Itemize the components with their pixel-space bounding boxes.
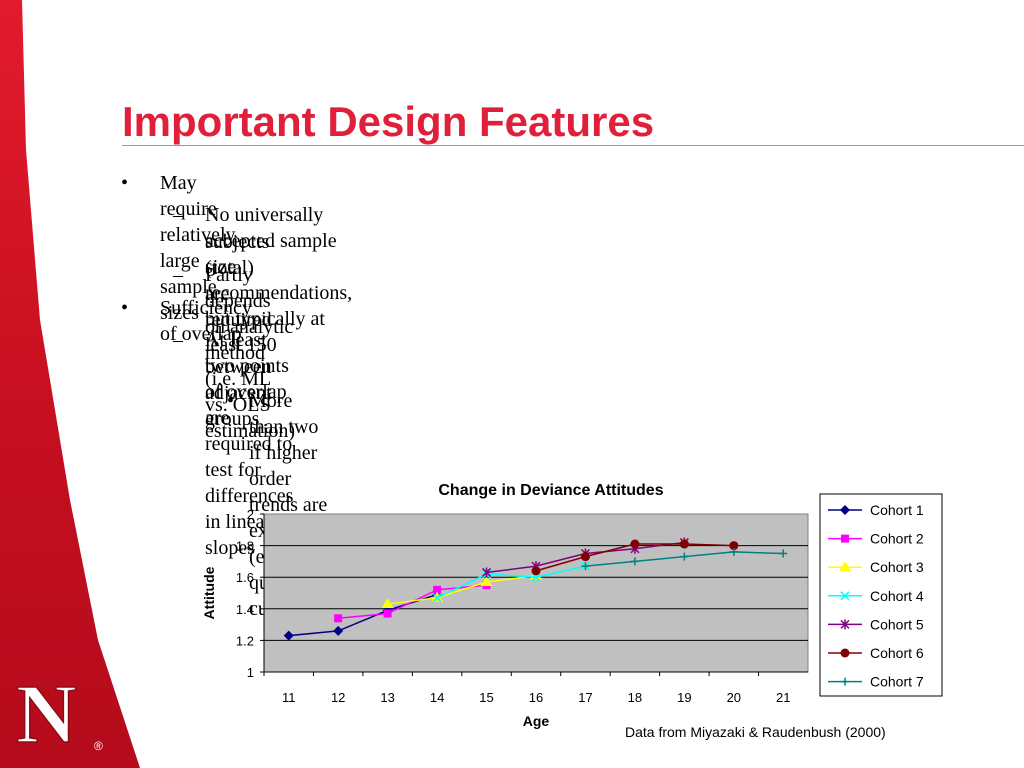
x-axis-title: Age: [523, 713, 550, 729]
legend-marker: [840, 648, 850, 658]
legend-label: Cohort 4: [870, 588, 924, 604]
legend-label: Cohort 2: [870, 531, 924, 547]
sub-bullet-marker: –: [173, 264, 183, 286]
title-divider: [122, 145, 1024, 146]
data-point-cohort-6: [531, 566, 541, 576]
sub-bullet-text: At least two points of overlap are requi…: [205, 329, 294, 559]
series-line-cohort-4: [436, 565, 586, 599]
data-point-cohort-6: [729, 541, 739, 551]
x-tick-label: 15: [479, 690, 493, 705]
data-point-cohort-7: [581, 562, 590, 571]
series-line-cohort-2: [338, 584, 487, 620]
x-tick-label: 17: [578, 690, 592, 705]
x-tick-label: 21: [776, 690, 790, 705]
x-tick-label: 11: [282, 690, 296, 705]
registered-mark-icon: ®: [94, 739, 103, 753]
chart-title: Change in Deviance Attitudes: [438, 482, 663, 499]
y-tick-label: 1: [247, 665, 254, 680]
data-point-cohort-6: [580, 552, 590, 562]
y-tick-label: 1.6: [236, 570, 254, 585]
slide-title: Important Design Features: [122, 98, 655, 145]
data-point-cohort-4: [432, 593, 442, 603]
data-point-cohort-2: [334, 614, 343, 623]
x-tick-label: 12: [331, 690, 345, 705]
legend-marker: [841, 677, 849, 686]
data-point-cohort-5: [482, 567, 492, 578]
y-tick-label: 1.2: [236, 633, 254, 648]
bullet-marker: •: [121, 297, 129, 319]
sub-bullet-marker: –: [173, 329, 183, 351]
y-tick-label: 1.4: [236, 602, 254, 617]
x-tick-label: 20: [727, 690, 741, 705]
data-point-cohort-6: [679, 539, 689, 549]
bullet-marker: •: [121, 172, 129, 194]
legend-label: Cohort 3: [870, 559, 924, 575]
sub-bullet-marker: –: [173, 204, 183, 226]
bullet-text: Sufficiency of overlap: [160, 297, 252, 345]
sub-bullet-text-continued: between adjacent groups: [205, 356, 272, 430]
left-red-band: [0, 0, 160, 768]
data-point-cohort-2: [383, 609, 392, 618]
legend-label: Cohort 5: [870, 616, 924, 632]
legend-label: Cohort 6: [870, 645, 924, 661]
sub-bullet-text: Partly depends on analytic method (i.e. …: [205, 264, 295, 442]
x-tick-label: 14: [430, 690, 444, 705]
data-point-cohort-1: [333, 625, 344, 636]
chart-svg: Change in Deviance Attitudes 1 1.2 1.4 1.6 1.…: [201, 482, 943, 729]
logo-letter: N: [16, 670, 77, 754]
sub-sub-bullet-marker: •: [227, 390, 235, 412]
legend-box: [819, 493, 943, 697]
y-tick-label: 2: [247, 507, 254, 522]
x-tick-label: 18: [628, 690, 642, 705]
legend-marker: [839, 561, 851, 572]
data-point-cohort-2: [433, 585, 442, 594]
sub-bullet-text-continued: subjects (total) are required: [205, 231, 272, 331]
plot-area: [263, 513, 809, 673]
sub-bullet-text: No universally accepted sample size reco…: [205, 204, 353, 356]
source-note: Data from Miyazaki & Raudenbush (2000): [625, 724, 886, 740]
legend-marker: [840, 619, 850, 630]
legend-marker: [841, 534, 849, 543]
legend-marker: [840, 591, 850, 601]
data-point-cohort-7: [729, 547, 738, 556]
bullet-text: May require relatively large sample size…: [160, 172, 236, 324]
legend-marker: [840, 505, 850, 515]
data-point-cohort-7: [779, 549, 788, 558]
x-tick-label: 19: [677, 690, 691, 705]
x-tick-label: 16: [529, 690, 543, 705]
y-tick-label: 1.8: [236, 539, 254, 554]
data-point-cohort-6: [630, 539, 640, 549]
data-point-cohort-4: [531, 572, 541, 582]
x-tick-label: 13: [380, 690, 394, 705]
data-point-cohort-7: [630, 557, 639, 566]
series-line-cohort-3: [387, 574, 537, 605]
legend-label: Cohort 7: [870, 674, 924, 690]
legend-label: Cohort 1: [870, 502, 924, 518]
data-point-cohort-7: [680, 552, 689, 561]
deviance-attitudes-chart: Change in Deviance Attitudes 1 1.2 1.4 1.6 1.…: [196, 474, 956, 744]
university-n-logo: N ®: [15, 670, 103, 754]
y-axis-title: Attitude: [201, 566, 217, 619]
data-point-cohort-1: [283, 630, 294, 641]
data-point-cohort-3: [381, 598, 394, 609]
data-point-cohort-3: [480, 575, 493, 586]
